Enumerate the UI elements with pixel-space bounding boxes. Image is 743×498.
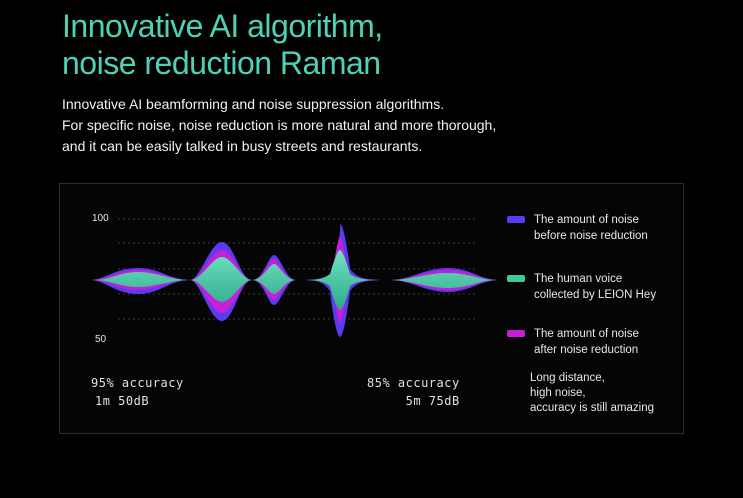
y-tick-100: 100: [92, 213, 109, 224]
stat-distance: 5m 75dB: [405, 394, 460, 408]
title-line-2: noise reduction Raman: [62, 45, 381, 81]
legend-line: The amount of noise: [534, 214, 639, 226]
wave-human-voice: [94, 250, 496, 310]
noise-reduction-panel: 100 50 The amount of noise before noise …: [59, 183, 684, 434]
legend-swatch-purple: [507, 216, 525, 223]
stat-accuracy: 85% accuracy: [367, 376, 460, 390]
stat-left: 95% accuracy 1m 50dB: [91, 374, 184, 410]
title-line-1: Innovative AI algorithm,: [62, 8, 383, 44]
note-line: Long distance,: [530, 372, 605, 384]
legend-line: collected by LEION Hey: [534, 289, 657, 301]
legend-label: The human voice collected by LEION Hey: [534, 271, 694, 303]
stat-accuracy: 95% accuracy: [91, 376, 184, 390]
page-title: Innovative AI algorithm, noise reduction…: [62, 8, 383, 82]
legend-line: The human voice: [534, 273, 623, 285]
legend-line: before noise reduction: [534, 230, 648, 242]
legend-label: The amount of noise after noise reductio…: [534, 326, 694, 358]
waveform-graphic: [90, 218, 500, 337]
y-tick-50: 50: [95, 334, 107, 345]
description-line-3: and it can be easily talked in busy stre…: [62, 138, 423, 154]
description-line-1: Innovative AI beamforming and noise supp…: [62, 96, 445, 112]
legend-label: The amount of noise before noise reducti…: [534, 212, 694, 244]
note-line: accuracy is still amazing: [530, 402, 654, 414]
gridlines: [118, 218, 475, 320]
stat-distance: 1m 50dB: [95, 394, 150, 408]
legend-swatch-magenta: [507, 330, 525, 337]
note-text: Long distance, high noise, accuracy is s…: [530, 371, 654, 416]
description: Innovative AI beamforming and noise supp…: [62, 94, 496, 157]
legend-swatch-green: [507, 275, 525, 282]
description-line-2: For specific noise, noise reduction is m…: [62, 117, 497, 133]
stat-right: 85% accuracy 5m 75dB: [367, 374, 460, 410]
note-line: high noise,: [530, 387, 586, 399]
legend-line: The amount of noise: [534, 328, 639, 340]
legend-line: after noise reduction: [534, 344, 639, 356]
